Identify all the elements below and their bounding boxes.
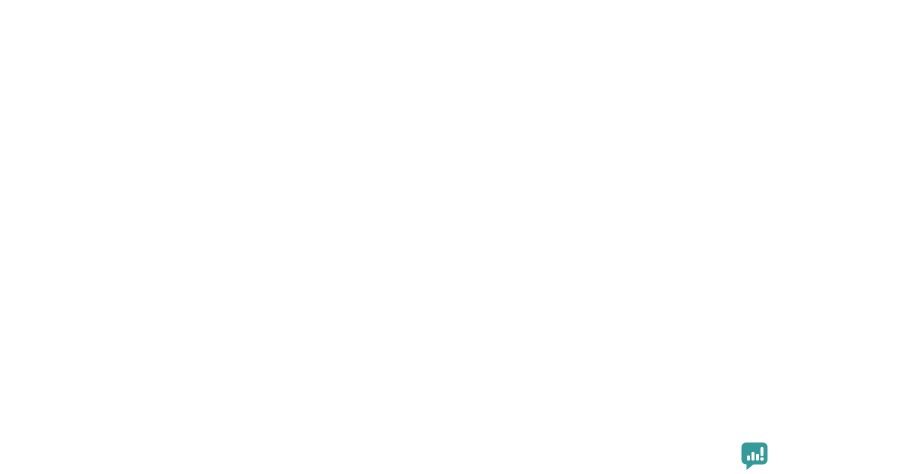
exclamation-dot: [760, 457, 764, 461]
bar-3: [756, 454, 759, 461]
exclamation-bar: [760, 447, 764, 456]
newsworthy-bubble-chart-icon: [741, 442, 768, 470]
bar-2: [751, 452, 755, 461]
bar-1: [747, 455, 750, 461]
newsworthy-logo: [739, 440, 777, 471]
